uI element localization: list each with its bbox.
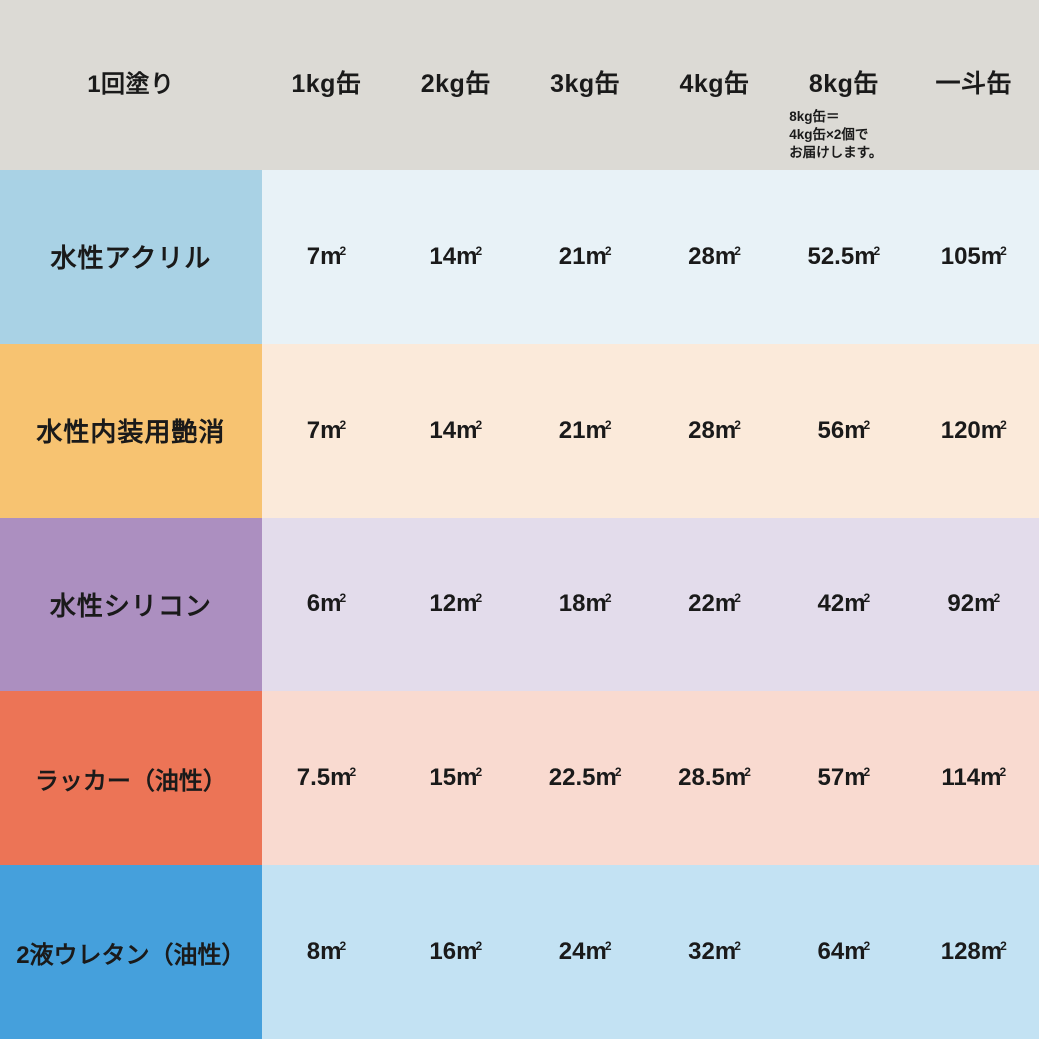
cell-row-acrylic-col-itto: 105m2 bbox=[908, 170, 1039, 344]
cell-row-lacquer-col-1kg: 7.5m2 bbox=[261, 691, 392, 866]
unit-square-meter: m2 bbox=[724, 764, 751, 792]
header-label: 1回塗り bbox=[87, 70, 175, 98]
header-note-col-8kg: 8kg缶＝ 4kg缶×2個で お届けします。 bbox=[789, 109, 883, 160]
unit-square-meter: m2 bbox=[714, 416, 741, 444]
unit-square-meter: m2 bbox=[585, 938, 612, 966]
unit-square-meter: m2 bbox=[330, 764, 357, 792]
cell-row-silicone-col-2kg: 12m2 bbox=[391, 517, 521, 692]
cell-row-interior-matte-col-itto: 120m2 bbox=[908, 343, 1039, 518]
unit-square-meter: m2 bbox=[980, 416, 1007, 444]
cell-row-2pack-urethane-col-1kg: 8m2 bbox=[261, 865, 392, 1039]
header-label: 3kg缶 bbox=[550, 70, 621, 99]
table-header: 1回塗り 1kg缶 2kg缶 3kg缶 4kg缶 8kg缶 8kg缶＝ 4kg缶×2個で お… bbox=[0, 0, 1039, 170]
cell-row-acrylic-col-3kg: 21m2 bbox=[520, 170, 650, 344]
header-cell-col-itto: 一斗缶 bbox=[908, 0, 1039, 170]
unit-square-meter: m2 bbox=[844, 416, 871, 444]
cell-row-acrylic-col-4kg: 28m2 bbox=[649, 170, 780, 344]
table-row: 水性シリコン 6m2 12m2 18m2 22m2 42m2 92m2 bbox=[0, 517, 1039, 692]
header-cell-col-1kg: 1kg缶 bbox=[261, 0, 392, 170]
unit-square-meter: m2 bbox=[714, 938, 741, 966]
table-row: 2液ウレタン（油性） 8m2 16m2 24m2 32m2 64m2 128m2 bbox=[0, 865, 1039, 1039]
header-cell-col-coats: 1回塗り bbox=[0, 0, 262, 170]
unit-square-meter: m2 bbox=[456, 938, 483, 966]
unit-square-meter: m2 bbox=[714, 590, 741, 618]
cell-row-2pack-urethane-col-itto: 128m2 bbox=[908, 865, 1039, 1039]
unit-square-meter: m2 bbox=[844, 764, 871, 792]
cell-row-acrylic-col-1kg: 7m2 bbox=[261, 170, 392, 344]
header-label: 一斗缶 bbox=[935, 70, 1013, 99]
unit-square-meter: m2 bbox=[980, 938, 1007, 966]
header-cell-col-2kg: 2kg缶 bbox=[391, 0, 521, 170]
header-label: 4kg缶 bbox=[679, 70, 750, 99]
header-label: 8kg缶 bbox=[808, 70, 879, 99]
unit-square-meter: m2 bbox=[585, 242, 612, 270]
cell-row-lacquer-col-8kg: 57m2 bbox=[779, 691, 909, 866]
cell-row-lacquer-col-2kg: 15m2 bbox=[391, 691, 521, 866]
cell-row-interior-matte-col-4kg: 28m2 bbox=[649, 343, 780, 518]
cell-row-2pack-urethane-col-4kg: 32m2 bbox=[649, 865, 780, 1039]
unit-square-meter: m2 bbox=[320, 938, 347, 966]
table-row: 水性アクリル 7m2 14m2 21m2 28m2 52.5m2 105m2 bbox=[0, 170, 1039, 344]
cell-row-lacquer-col-3kg: 22.5m2 bbox=[520, 691, 650, 866]
cell-row-lacquer-col-itto: 114m2 bbox=[908, 691, 1039, 866]
unit-square-meter: m2 bbox=[456, 416, 483, 444]
table-row: ラッカー（油性） 7.5m2 15m2 22.5m2 28.5m2 57m2 114m2 bbox=[0, 691, 1039, 866]
cell-row-2pack-urethane-col-2kg: 16m2 bbox=[391, 865, 521, 1039]
table-row: 水性内装用艶消 7m2 14m2 21m2 28m2 56m2 120m2 bbox=[0, 343, 1039, 518]
unit-square-meter: m2 bbox=[974, 590, 1001, 618]
row-label-row-acrylic: 水性アクリル bbox=[0, 170, 262, 344]
row-label-row-lacquer: ラッカー（油性） bbox=[0, 691, 262, 866]
header-label: 1kg缶 bbox=[291, 70, 362, 99]
unit-square-meter: m2 bbox=[595, 764, 622, 792]
cell-row-lacquer-col-4kg: 28.5m2 bbox=[649, 691, 780, 866]
cell-row-silicone-col-8kg: 42m2 bbox=[779, 517, 909, 692]
row-label-row-2pack-urethane: 2液ウレタン（油性） bbox=[0, 865, 262, 1039]
unit-square-meter: m2 bbox=[456, 590, 483, 618]
unit-square-meter: m2 bbox=[320, 242, 347, 270]
unit-square-meter: m2 bbox=[714, 242, 741, 270]
row-label-row-silicone: 水性シリコン bbox=[0, 517, 262, 692]
unit-square-meter: m2 bbox=[980, 764, 1007, 792]
unit-square-meter: m2 bbox=[320, 590, 347, 618]
unit-square-meter: m2 bbox=[844, 590, 871, 618]
unit-square-meter: m2 bbox=[585, 590, 612, 618]
unit-square-meter: m2 bbox=[585, 416, 612, 444]
unit-square-meter: m2 bbox=[320, 416, 347, 444]
unit-square-meter: m2 bbox=[980, 242, 1007, 270]
cell-row-interior-matte-col-1kg: 7m2 bbox=[261, 343, 392, 518]
header-label: 2kg缶 bbox=[420, 70, 491, 99]
header-cell-col-3kg: 3kg缶 bbox=[520, 0, 650, 170]
cell-row-2pack-urethane-col-3kg: 24m2 bbox=[520, 865, 650, 1039]
row-label-row-interior-matte: 水性内装用艶消 bbox=[0, 343, 262, 518]
cell-row-acrylic-col-2kg: 14m2 bbox=[391, 170, 521, 344]
cell-row-silicone-col-1kg: 6m2 bbox=[261, 517, 392, 692]
unit-square-meter: m2 bbox=[456, 764, 483, 792]
unit-square-meter: m2 bbox=[844, 938, 871, 966]
cell-row-silicone-col-3kg: 18m2 bbox=[520, 517, 650, 692]
cell-row-silicone-col-itto: 92m2 bbox=[908, 517, 1039, 692]
header-cell-col-4kg: 4kg缶 bbox=[649, 0, 780, 170]
cell-row-interior-matte-col-8kg: 56m2 bbox=[779, 343, 909, 518]
cell-row-acrylic-col-8kg: 52.5m2 bbox=[779, 170, 909, 344]
cell-row-silicone-col-4kg: 22m2 bbox=[649, 517, 780, 692]
unit-square-meter: m2 bbox=[456, 242, 483, 270]
cell-row-interior-matte-col-2kg: 14m2 bbox=[391, 343, 521, 518]
unit-square-meter: m2 bbox=[854, 242, 881, 270]
table-body: 水性アクリル 7m2 14m2 21m2 28m2 52.5m2 105m2 水性内装用艶消 7… bbox=[0, 170, 1039, 1039]
cell-row-2pack-urethane-col-8kg: 64m2 bbox=[779, 865, 909, 1039]
header-cell-col-8kg: 8kg缶 8kg缶＝ 4kg缶×2個で お届けします。 bbox=[779, 0, 909, 170]
cell-row-interior-matte-col-3kg: 21m2 bbox=[520, 343, 650, 518]
header-row: 1回塗り 1kg缶 2kg缶 3kg缶 4kg缶 8kg缶 8kg缶＝ 4kg缶×2個で お… bbox=[0, 0, 1039, 170]
